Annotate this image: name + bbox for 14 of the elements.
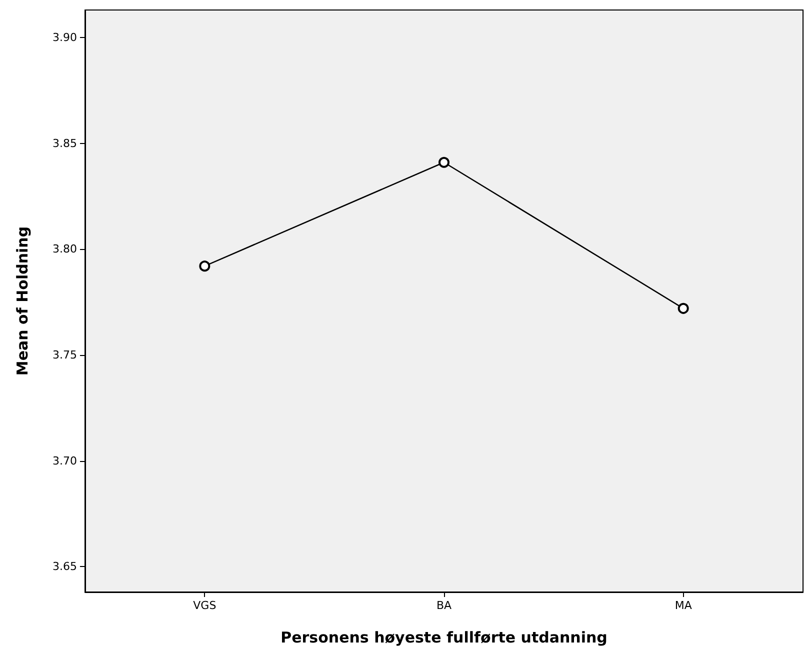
- y-tick-label: 3.65: [52, 560, 77, 574]
- point: [199, 260, 210, 272]
- x-tick-label: VGS: [193, 599, 216, 612]
- y-tick-label: 3.75: [52, 348, 77, 362]
- y-tick-label: 3.85: [52, 136, 77, 150]
- point: [678, 302, 689, 314]
- x-axis-title: Personens høyeste fullførte utdanning: [280, 628, 608, 646]
- y-tick-label: 3.70: [52, 454, 77, 468]
- y-tick-label: 3.80: [52, 242, 77, 256]
- x-tick-label: BA: [436, 599, 452, 612]
- x-tick-label: MA: [674, 599, 692, 612]
- y-tick-label: 3.90: [52, 31, 77, 44]
- point: [438, 156, 450, 168]
- y-axis-title: Mean of Holdning: [14, 226, 32, 376]
